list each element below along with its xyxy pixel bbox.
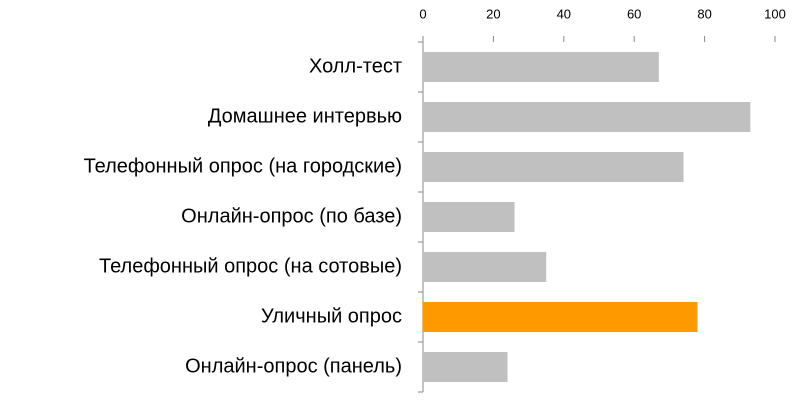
bar: [423, 152, 684, 182]
x-tick-label: 80: [697, 6, 711, 21]
category-label: Телефонный опрос (на городские): [84, 155, 402, 177]
category-label: Онлайн-опрос (по базе): [181, 205, 402, 227]
x-tick-label: 20: [486, 6, 500, 21]
bar: [423, 352, 508, 382]
bar: [423, 52, 659, 82]
bar: [423, 202, 515, 232]
category-label: Домашнее интервью: [208, 105, 402, 127]
bar: [423, 252, 547, 282]
category-label: Уличный опрос: [261, 305, 402, 327]
x-tick-label: 100: [764, 6, 786, 21]
category-label: Холл-тест: [309, 55, 402, 77]
x-tick-label: 40: [557, 6, 571, 21]
category-label: Онлайн-опрос (панель): [185, 355, 402, 377]
x-tick-label: 0: [419, 6, 426, 21]
bar: [423, 302, 698, 332]
bar: [423, 102, 751, 132]
x-tick-label: 60: [627, 6, 641, 21]
category-label: Телефонный опрос (на сотовые): [99, 255, 402, 277]
